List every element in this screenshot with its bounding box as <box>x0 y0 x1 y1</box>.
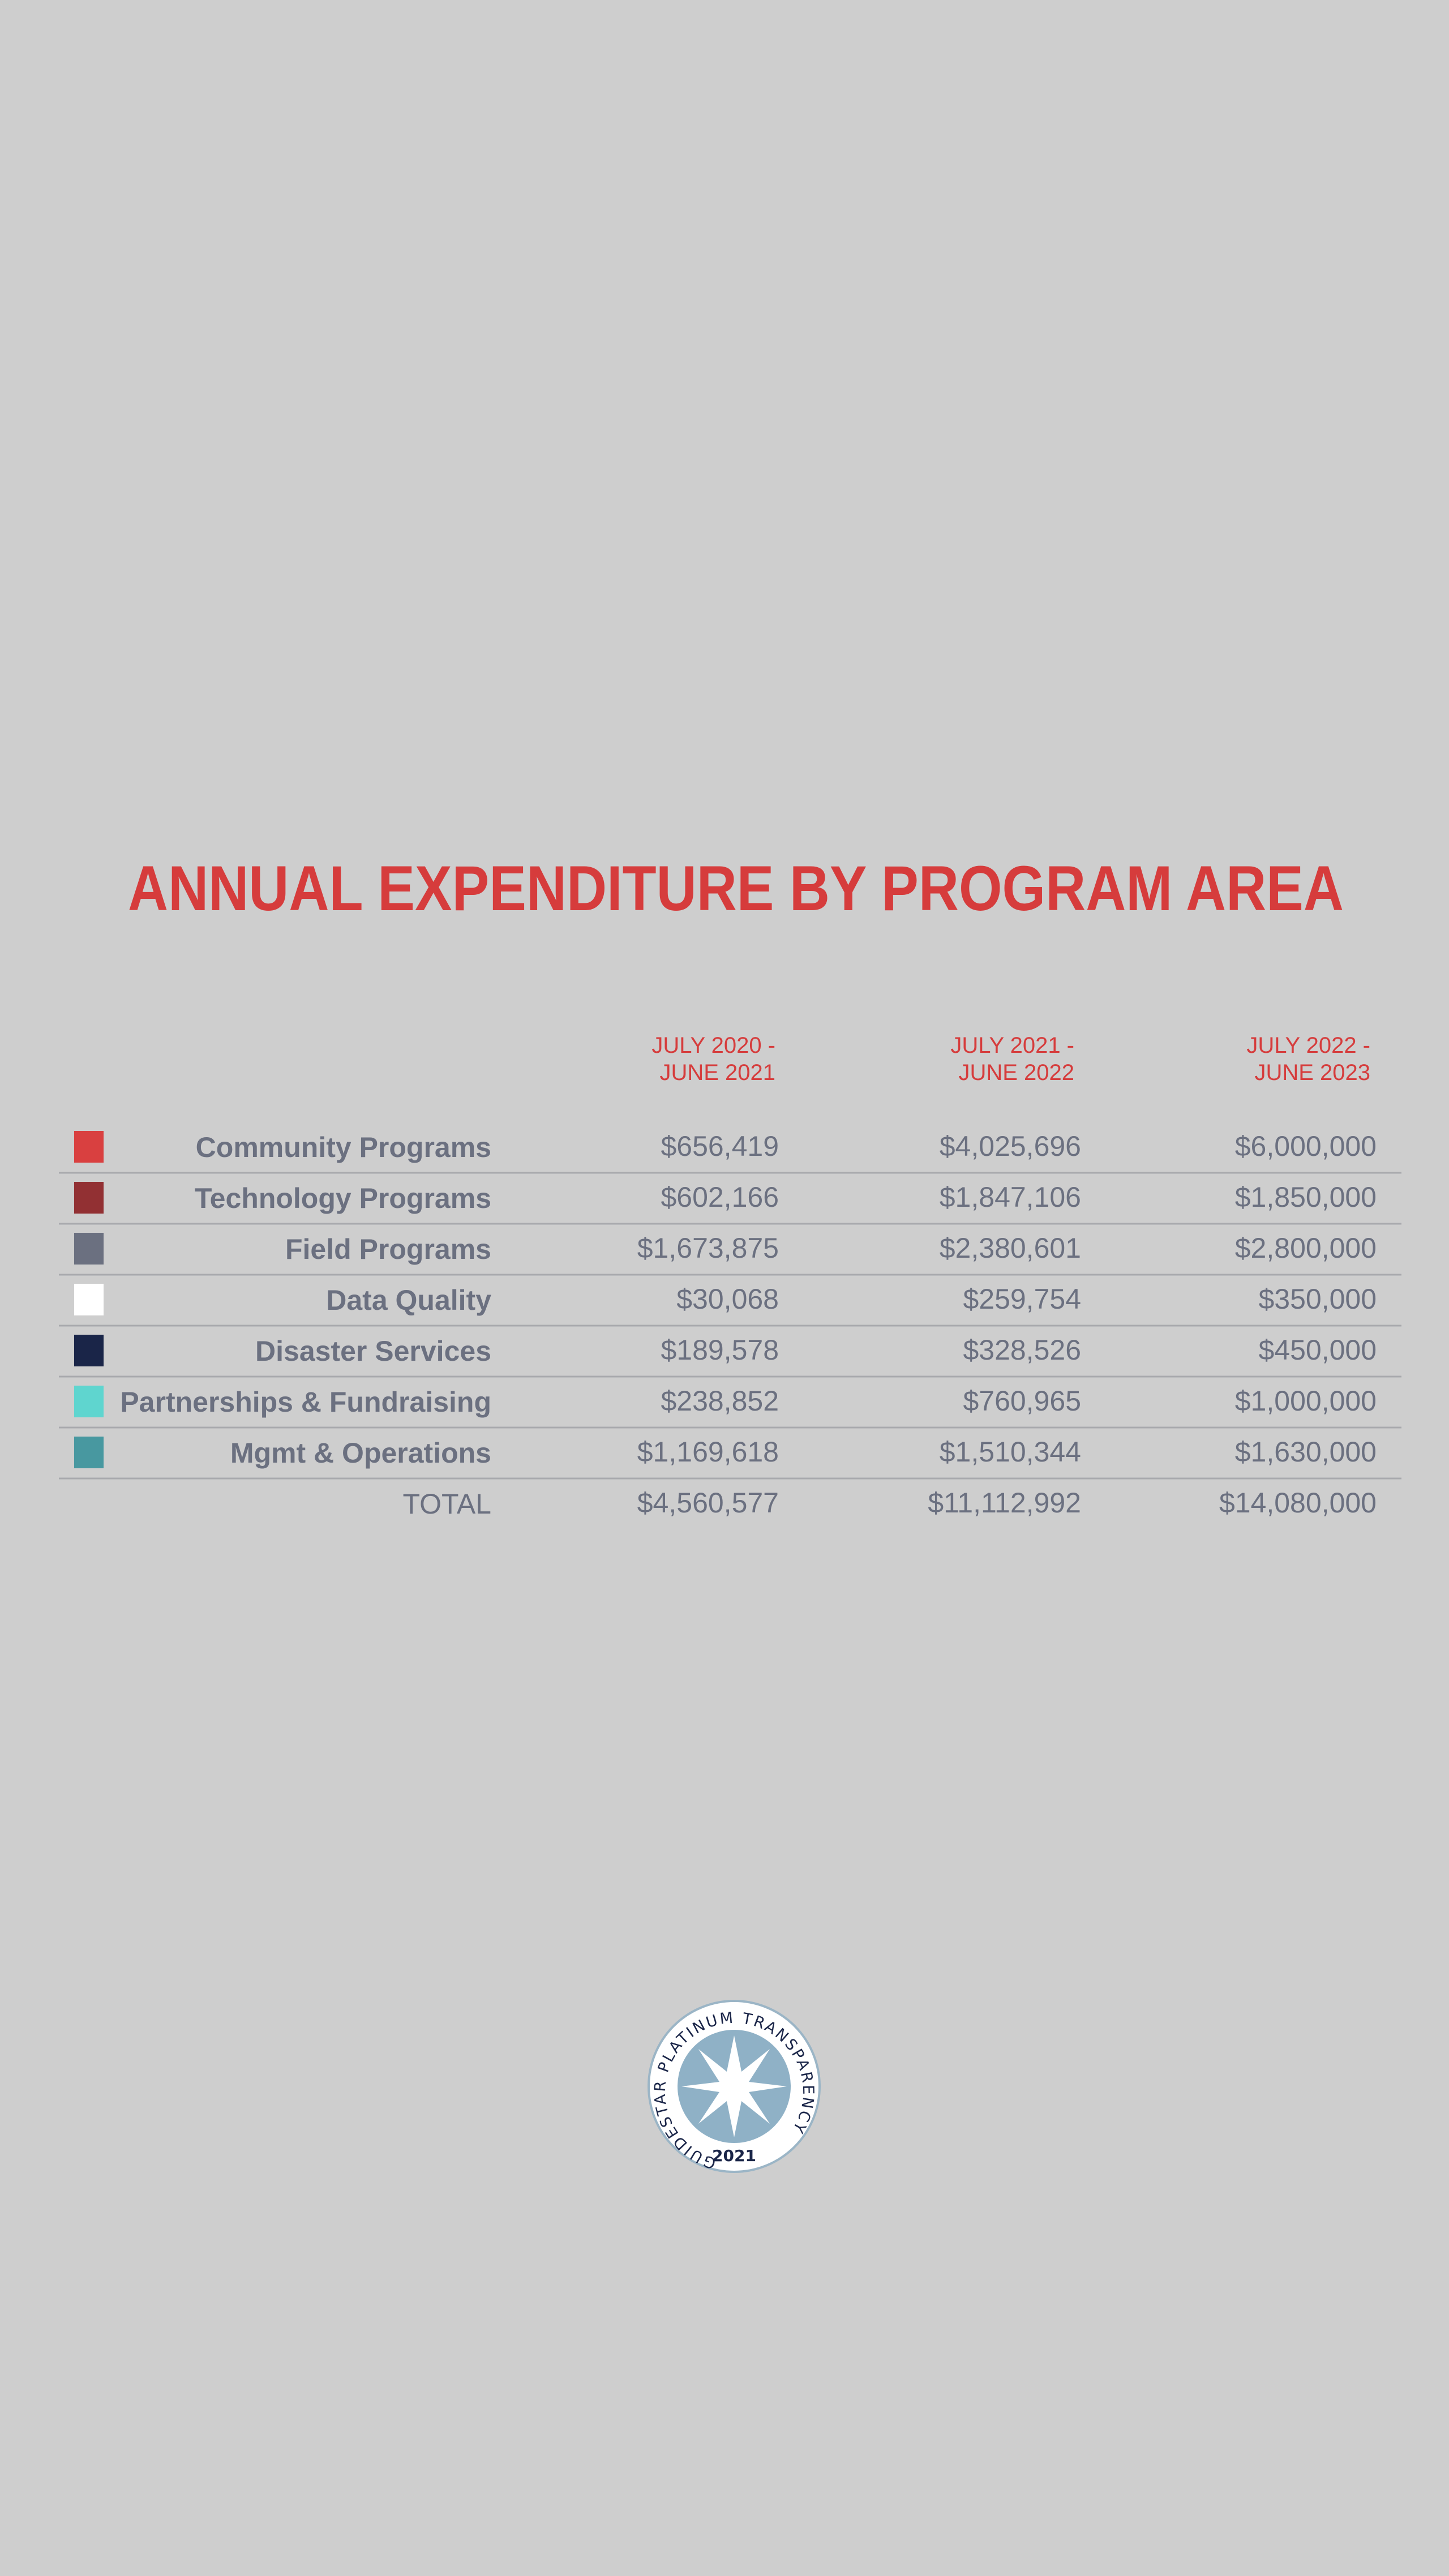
guidestar-badge: GUIDESTAR PLATINUM TRANSPARENCY 2021 <box>648 2000 821 2173</box>
cell-value: $1,850,000 <box>1235 1181 1377 1213</box>
cell-value: $760,965 <box>963 1385 1081 1417</box>
color-swatch <box>74 1335 104 1366</box>
color-swatch <box>74 1233 104 1265</box>
cell-value: $2,800,000 <box>1235 1232 1377 1264</box>
column-header: JUNE 2021 <box>659 1060 775 1085</box>
row-label: Disaster Services <box>255 1335 491 1367</box>
cell-value: $1,847,106 <box>940 1181 1081 1213</box>
cell-value: $1,510,344 <box>940 1436 1081 1468</box>
cell-value: $450,000 <box>1258 1334 1377 1366</box>
total-label: TOTAL <box>402 1488 491 1520</box>
color-swatch <box>74 1182 104 1214</box>
cell-value: $1,673,875 <box>637 1232 779 1264</box>
expenditure-table: JULY 2020 -JUNE 2021 JULY 2021 -JUNE 2022… <box>59 1033 1401 1520</box>
color-swatch <box>74 1284 104 1315</box>
cell-value: $259,754 <box>963 1283 1081 1315</box>
color-swatch <box>74 1131 104 1163</box>
column-header: JULY 2022 - <box>1246 1033 1370 1058</box>
cell-value: $238,852 <box>661 1385 779 1417</box>
badge-star <box>681 2035 787 2137</box>
row-label: Data Quality <box>326 1284 491 1316</box>
title: ANNUAL EXPENDITURE BY PROGRAM AREA <box>128 853 1344 924</box>
badge-year: 2021 <box>712 2146 756 2165</box>
color-swatch <box>74 1437 104 1468</box>
color-swatch <box>74 1386 104 1417</box>
cell-value: $602,166 <box>661 1181 779 1213</box>
row-label: Partnerships & Fundraising <box>120 1386 491 1418</box>
cell-value: $656,419 <box>661 1130 779 1162</box>
cell-value: $4,025,696 <box>940 1130 1081 1162</box>
cell-value: $1,000,000 <box>1235 1385 1377 1417</box>
column-header: JUNE 2023 <box>1254 1060 1370 1085</box>
total-value: $4,560,577 <box>637 1487 779 1519</box>
cell-value: $30,068 <box>676 1283 779 1315</box>
column-header: JUNE 2022 <box>958 1060 1074 1085</box>
cell-value: $350,000 <box>1258 1283 1377 1315</box>
column-header: JULY 2021 - <box>950 1033 1074 1058</box>
cell-value: $6,000,000 <box>1235 1130 1377 1162</box>
cell-value: $189,578 <box>661 1334 779 1366</box>
cell-value: $1,169,618 <box>637 1436 779 1468</box>
row-label: Technology Programs <box>195 1182 491 1214</box>
row-label: Mgmt & Operations <box>230 1437 491 1469</box>
total-value: $14,080,000 <box>1219 1487 1377 1519</box>
row-label: Field Programs <box>285 1233 491 1265</box>
total-value: $11,112,992 <box>928 1487 1081 1519</box>
cell-value: $1,630,000 <box>1235 1436 1377 1468</box>
row-label: Community Programs <box>196 1131 491 1163</box>
cell-value: $328,526 <box>963 1334 1081 1366</box>
column-header: JULY 2020 - <box>651 1033 775 1058</box>
cell-value: $2,380,601 <box>940 1232 1081 1264</box>
